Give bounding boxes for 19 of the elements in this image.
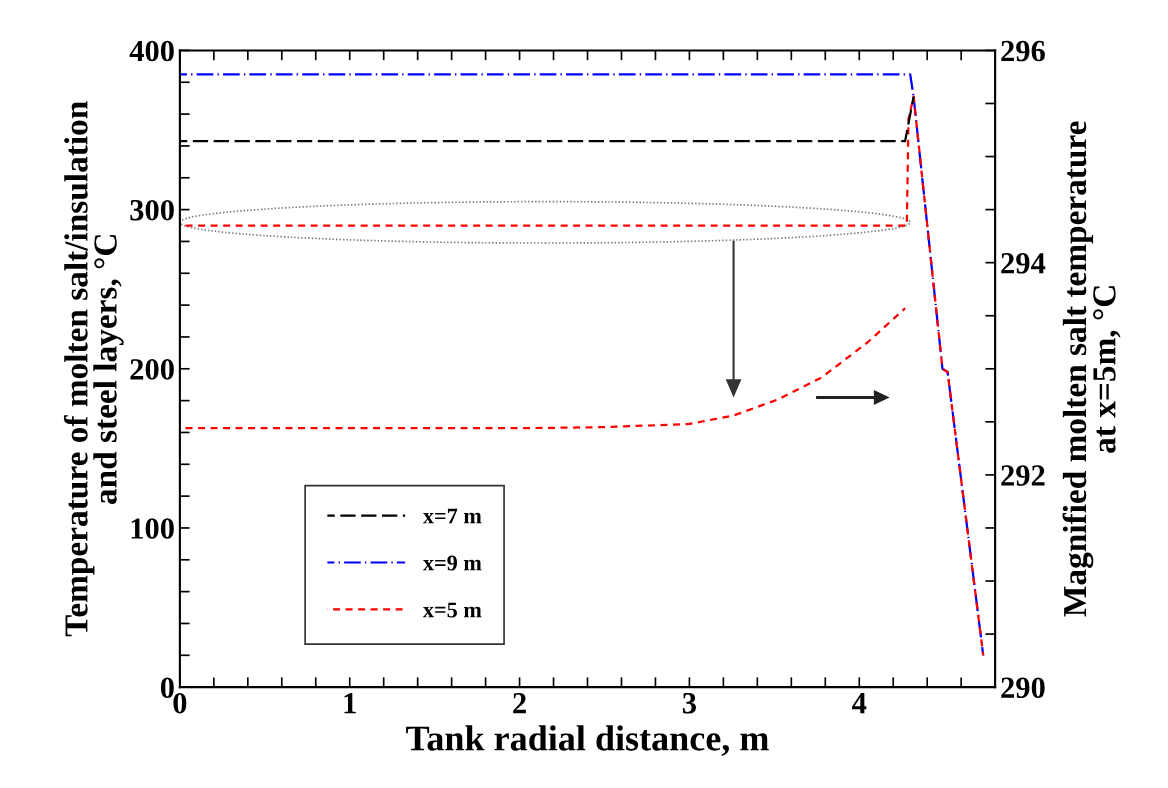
y-tick-label: 0	[160, 677, 174, 699]
x-tick-label: 2	[513, 692, 526, 714]
y2-tick-label: 294	[1001, 253, 1046, 274]
x-tick-label: 4	[852, 693, 867, 714]
y-tick-label: 400	[129, 40, 174, 62]
y-axis-title: Temperature of molten salt/insulation and steel layers, °C	[63, 101, 124, 637]
legend-label: x=7 m	[422, 508, 482, 524]
legend-label: x=9 m	[422, 555, 482, 571]
x-tick-label: 3	[682, 692, 697, 714]
y2-tick-label: 296	[1001, 40, 1045, 62]
x-axis-title: Tank radial distance, m	[406, 725, 769, 756]
y2-tick-label: 290	[1001, 677, 1045, 699]
y-tick-label: 300	[130, 199, 174, 221]
legend-label: x=5 m	[422, 602, 482, 618]
y-tick-label: 200	[130, 359, 174, 380]
y2-axis-title: Magnified molten salt temperature at x=5m, °C	[1062, 121, 1121, 617]
y2-tick-label: 292	[1001, 465, 1045, 486]
y-tick-label: 100	[131, 518, 174, 539]
x-tick-label: 1	[344, 693, 356, 714]
